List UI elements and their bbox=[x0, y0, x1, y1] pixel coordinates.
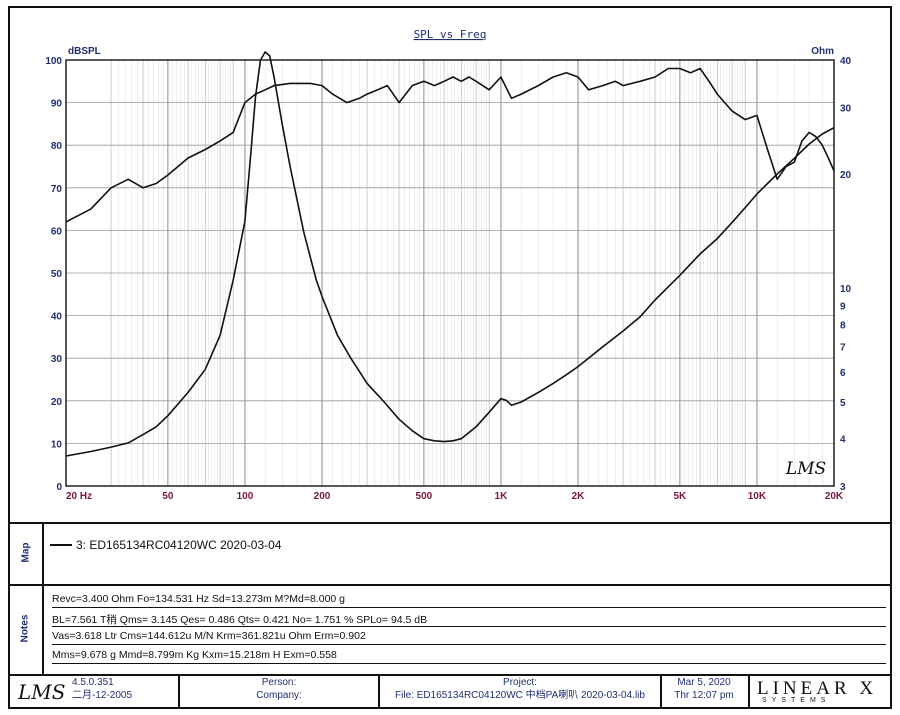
y-right-tick-label: 7 bbox=[840, 343, 846, 354]
y-right-tick-label: 6 bbox=[840, 368, 846, 379]
note-underline bbox=[52, 644, 886, 645]
legend-series-name: 3: ED165134RC04120WC 2020-03-04 bbox=[76, 538, 282, 552]
spl-curve bbox=[65, 67, 835, 223]
version-text: 4.5.0.351 bbox=[72, 677, 114, 688]
y-left-tick-label: 100 bbox=[45, 56, 62, 67]
y-right-tick-label: 40 bbox=[840, 56, 852, 67]
note-text-revc: Revc=3.400 Ohm Fo=134.531 Hz Sd=13.273m … bbox=[52, 593, 346, 605]
footer-date-cell: Mar 5, 2020 Thr 12:07 pm bbox=[662, 676, 746, 708]
legend-line-swatch bbox=[50, 544, 72, 546]
x-tick-label: 20 Hz bbox=[66, 491, 92, 502]
chart-title: SPL vs Freq bbox=[414, 28, 487, 41]
footer-project-cell: Project: File: ED165134RC04120WC 中档PA喇叭 … bbox=[382, 676, 658, 708]
note-text-bl: BL=7.561 T稍 Qms= 3.145 Qes= 0.486 Qts= 0… bbox=[52, 614, 428, 626]
note-row: Revc=3.400 Ohm Fo=134.531 Hz Sd=13.273m … bbox=[52, 593, 886, 609]
y-left-tick-label: 80 bbox=[51, 141, 63, 152]
x-tick-label: 5K bbox=[673, 491, 687, 502]
x-tick-label: 500 bbox=[416, 491, 433, 502]
y-left-tick-label: 70 bbox=[51, 184, 63, 195]
x-tick-label: 10K bbox=[748, 491, 767, 502]
y-left-tick-label: 30 bbox=[51, 354, 63, 365]
footer-divider bbox=[378, 674, 380, 709]
note-row: Vas=3.618 Ltr Cms=144.612u M/N Krm=361.8… bbox=[52, 630, 886, 646]
y-right-tick-label: 5 bbox=[840, 398, 846, 409]
footer-divider bbox=[660, 674, 662, 709]
x-tick-label: 2K bbox=[572, 491, 586, 502]
note-underline bbox=[52, 663, 886, 664]
x-tick-label: 20K bbox=[825, 491, 844, 502]
person-label: Person: bbox=[261, 677, 297, 688]
lms-logo: LMS bbox=[18, 680, 66, 704]
y-right-tick-label: 8 bbox=[840, 321, 846, 332]
map-side-label: Map bbox=[20, 542, 32, 563]
map-legend-entry: 3: ED165134RC04120WC 2020-03-04 bbox=[50, 538, 281, 552]
y-left-tick-label: 50 bbox=[51, 269, 63, 280]
y-left-axis-label: dBSPL bbox=[68, 46, 101, 57]
footer-version-cell: 4.5.0.351 二月-12-2005 bbox=[72, 676, 172, 708]
project-label: Project: bbox=[503, 677, 537, 688]
y-right-tick-label: 20 bbox=[840, 170, 852, 181]
y-left-tick-label: 10 bbox=[51, 439, 63, 450]
notes-side-label: Notes bbox=[19, 614, 31, 643]
note-text-vas: Vas=3.618 Ltr Cms=144.612u M/N Krm=361.8… bbox=[52, 630, 366, 642]
time-text: Thr 12:07 pm bbox=[674, 690, 734, 701]
footer-divider bbox=[748, 674, 750, 709]
linearx-systems-text: SYSTEMS bbox=[762, 697, 831, 704]
y-right-tick-label: 3 bbox=[840, 482, 846, 493]
linearx-logo: LINEAR X bbox=[757, 678, 878, 699]
note-row: BL=7.561 T稍 Qms= 3.145 Qes= 0.486 Qts= 0… bbox=[52, 612, 886, 628]
x-tick-label: 1K bbox=[495, 491, 509, 502]
note-text-mms: Mms=9.678 g Mmd=8.799m Kg Kxm=15.218m H … bbox=[52, 649, 337, 661]
plot-border bbox=[65, 59, 835, 487]
y-right-tick-label: 30 bbox=[840, 103, 852, 114]
footer-divider bbox=[178, 674, 180, 709]
notes-footer-divider bbox=[8, 674, 892, 676]
note-row: Mms=9.678 g Mmd=8.799m Kg Kxm=15.218m H … bbox=[52, 649, 886, 665]
y-right-tick-label: 10 bbox=[840, 284, 852, 295]
map-notes-divider bbox=[8, 584, 892, 586]
report-frame bbox=[8, 6, 892, 709]
note-underline bbox=[52, 607, 886, 608]
y-left-tick-label: 20 bbox=[51, 397, 63, 408]
y-right-tick-label: 9 bbox=[840, 301, 846, 312]
date-text: Mar 5, 2020 bbox=[677, 677, 731, 688]
lms-watermark: LMS bbox=[785, 459, 826, 479]
build-date-text: 二月-12-2005 bbox=[72, 690, 133, 701]
y-left-tick-label: 60 bbox=[51, 226, 63, 237]
y-right-axis-label: Ohm bbox=[811, 46, 834, 57]
x-tick-label: 50 bbox=[162, 491, 174, 502]
y-left-tick-label: 90 bbox=[51, 99, 63, 110]
company-label: Company: bbox=[256, 690, 302, 701]
y-left-tick-label: 0 bbox=[56, 482, 62, 493]
side-column-divider bbox=[42, 522, 44, 674]
y-right-tick-label: 4 bbox=[840, 435, 846, 446]
chart-map-divider bbox=[8, 522, 892, 524]
footer-person-cell: Person: Company: bbox=[182, 676, 376, 708]
spl-impedance-chart: SPL vs Freq dBSPL Ohm 0 10 20 30 40 50 60 70 80 90 10… bbox=[45, 28, 852, 502]
impedance-curve bbox=[65, 51, 835, 457]
file-label: File: ED165134RC04120WC 中档PA喇叭 2020-03-0… bbox=[395, 690, 645, 701]
note-underline bbox=[52, 626, 886, 627]
y-left-tick-label: 40 bbox=[51, 312, 63, 323]
x-tick-label: 100 bbox=[237, 491, 254, 502]
x-tick-label: 200 bbox=[314, 491, 331, 502]
